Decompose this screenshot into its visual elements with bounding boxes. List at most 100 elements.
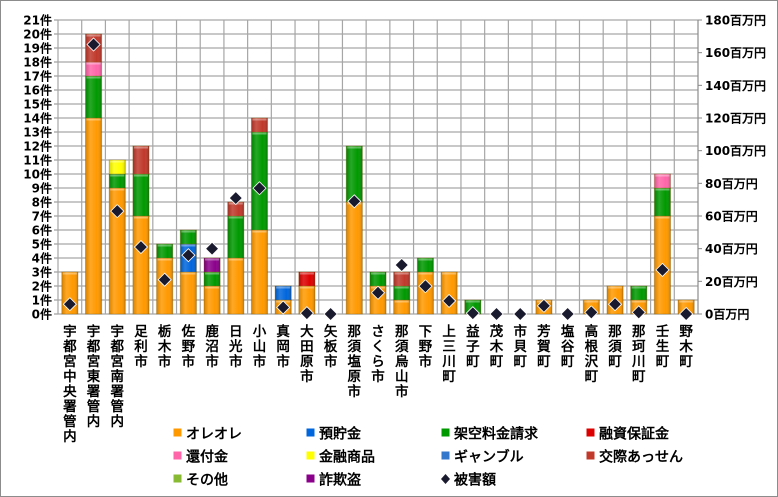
damage-marker: [370, 285, 386, 300]
bar-highlight: [228, 216, 243, 219]
bar-highlight: [157, 244, 172, 247]
bar-highlight: [86, 34, 101, 37]
x-tick-label-char: 市: [513, 323, 527, 340]
damage-marker: [394, 257, 409, 273]
bar-shine: [298, 272, 315, 286]
bar-shine: [227, 216, 244, 258]
damage-marker: [655, 262, 670, 277]
damage-marker: [489, 306, 504, 322]
x-tick-label-char: 川: [631, 354, 646, 370]
y-left-tick-label: 13件: [23, 125, 52, 140]
x-tick-label-char: 賀: [536, 338, 551, 355]
bar-shine: [180, 230, 197, 244]
bar-highlight: [205, 272, 220, 275]
bar-shine: [204, 272, 221, 286]
y-left-tick-label: 20件: [23, 27, 52, 42]
x-tick-label-char: 管: [87, 398, 101, 415]
x-tick-label-char: 那: [395, 324, 409, 340]
legend-swatch: [305, 450, 316, 461]
bar-shine: [417, 258, 434, 272]
bar-shine: [227, 258, 244, 314]
x-tick-label-char: 都: [110, 339, 125, 355]
bar-highlight: [299, 286, 314, 289]
damage-marker: [228, 190, 243, 206]
damage-marker: [205, 241, 220, 256]
x-tick-label-char: 貝: [513, 339, 527, 355]
x-tick-label-char: 南: [111, 368, 125, 385]
bar-shine: [204, 258, 221, 272]
x-tick-label-char: 宮: [63, 353, 77, 370]
bar-highlight: [110, 160, 125, 163]
y-left-tick-label: 14件: [23, 111, 52, 126]
bar-shine: [132, 216, 150, 314]
x-tick-label-char: 日: [229, 324, 243, 340]
x-tick-label-char: 塩: [348, 353, 362, 370]
x-tick-label-char: 那: [632, 324, 646, 340]
bar-highlight: [607, 286, 623, 289]
y-left-tick-label: 4件: [32, 251, 52, 266]
x-tick-label-char: 山: [395, 369, 409, 385]
x-tick-label-char: 宇: [63, 323, 77, 340]
bar-highlight: [465, 300, 480, 303]
x-tick-label-char: 内: [111, 413, 125, 430]
legend-swatch: [440, 427, 451, 438]
x-tick-label-char: 真: [276, 323, 290, 340]
y-left-tick-label: 6件: [32, 223, 52, 238]
x-tick-label-char: 沼: [205, 339, 219, 355]
x-tick-label-char: 壬: [656, 323, 670, 340]
x-tick-label-char: 市: [300, 368, 314, 385]
x-tick-label-char: 中: [63, 368, 77, 385]
y-left-tick-label: 9件: [32, 181, 52, 196]
bar-highlight: [228, 258, 243, 261]
legend-swatch: [585, 427, 596, 438]
y-right-tick-label: 80百万円: [705, 177, 758, 191]
x-tick-label-char: 子: [466, 339, 480, 355]
legend-swatch: [305, 427, 316, 438]
legend-diamond-icon: [441, 474, 450, 484]
bar-shine: [109, 188, 126, 314]
bar-highlight: [347, 146, 362, 149]
x-tick-label-char: 署: [62, 399, 77, 415]
x-tick-label-char: 生: [656, 338, 670, 355]
bar-shine: [132, 146, 150, 174]
bar-highlight: [86, 118, 101, 121]
y-left-tick-label: 1件: [32, 293, 52, 308]
x-tick-label-char: 管: [111, 398, 125, 415]
x-tick-label-char: 都: [86, 339, 101, 355]
legend-label: 金融商品: [318, 449, 375, 466]
x-tick-label-char: 町: [679, 354, 693, 370]
x-tick-label-char: 町: [608, 354, 622, 370]
y-left-tick-label: 8件: [32, 195, 52, 210]
damage-marker: [157, 272, 172, 287]
x-tick-label-char: 管: [63, 413, 77, 430]
bar-highlight: [370, 272, 386, 275]
x-tick-label-char: 市: [395, 383, 409, 400]
x-tick-label-char: 須: [347, 339, 362, 355]
x-tick-label-char: 佐: [181, 323, 196, 340]
bar-highlight: [62, 272, 77, 275]
bar-highlight: [252, 118, 267, 121]
x-tick-label-char: 市: [182, 353, 196, 370]
y-left-tick-label: 21件: [23, 13, 52, 28]
legend-swatch: [305, 473, 316, 484]
x-tick-label-char: 町: [490, 354, 504, 370]
x-tick-label-char: 芳: [537, 323, 551, 340]
bar-highlight: [394, 300, 409, 303]
y-right-tick-label: 160百万円: [705, 46, 766, 60]
x-tick-label-char: 山: [253, 339, 267, 355]
damage-marker: [347, 194, 362, 209]
x-tick-label-char: 塩: [561, 323, 575, 340]
y-left-tick-label: 17件: [23, 69, 52, 84]
bar-shine: [204, 286, 221, 314]
bar-shine: [251, 118, 268, 132]
damage-marker: [181, 248, 196, 263]
damage-marker: [418, 279, 433, 294]
x-tick-label-char: 町: [537, 354, 551, 370]
x-tick-label-char: 川: [441, 354, 456, 370]
x-tick-label-char: 下: [419, 324, 433, 340]
y-left-tick-label: 15件: [23, 97, 52, 112]
damage-marker: [276, 300, 291, 315]
bar-highlight: [655, 188, 670, 191]
